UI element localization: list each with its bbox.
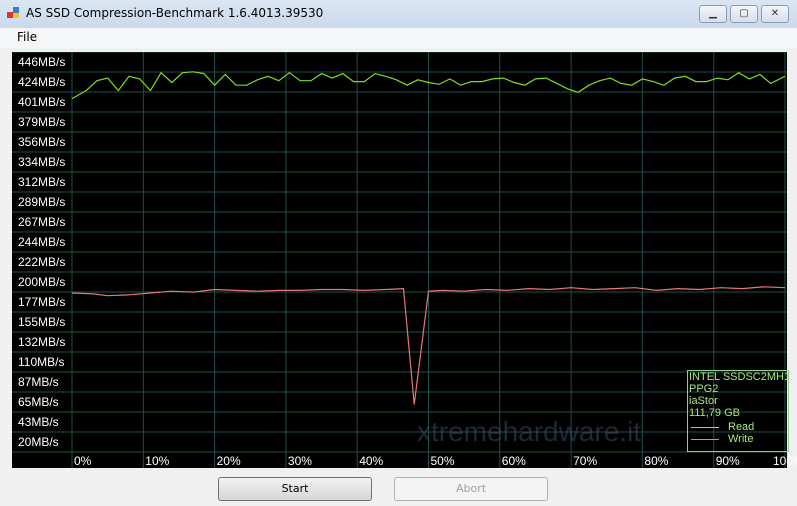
close-button[interactable]: ✕: [761, 5, 789, 23]
y-tick-label: 87MB/s: [18, 375, 59, 389]
y-tick-label: 110MB/s: [18, 355, 65, 369]
start-button[interactable]: Start: [218, 477, 372, 501]
y-tick-label: 244MB/s: [18, 235, 66, 249]
y-tick-label: 267MB/s: [18, 215, 66, 229]
title-bar: AS SSD Compression-Benchmark 1.6.4013.39…: [0, 0, 797, 29]
legend-write-label: Write: [728, 433, 754, 445]
y-tick-label: 200MB/s: [18, 275, 66, 289]
x-tick-label: 0%: [74, 454, 92, 468]
y-tick-label: 424MB/s: [18, 75, 66, 89]
legend-drive: INTEL SSDSC2MH1: [689, 371, 789, 383]
menu-bar: File: [0, 28, 797, 48]
x-tick-label: 60%: [501, 454, 526, 468]
chart-plot: [12, 52, 787, 468]
x-tick-label: 10%: [145, 454, 170, 468]
y-tick-label: 446MB/s: [18, 55, 66, 69]
y-tick-label: 177MB/s: [18, 295, 66, 309]
y-tick-label: 356MB/s: [18, 135, 66, 149]
y-tick-label: 20MB/s: [18, 435, 59, 449]
x-tick-label: 40%: [359, 454, 384, 468]
series-line-write: [71, 286, 786, 405]
y-tick-label: 65MB/s: [18, 395, 59, 409]
x-tick-label: 30%: [287, 454, 312, 468]
legend-size: 111,79 GB: [689, 407, 740, 419]
benchmark-chart: 446MB/s 424MB/s 401MB/s 379MB/s 356MB/s 334MB…: [12, 52, 797, 468]
x-tick-label: 80%: [644, 454, 669, 468]
y-tick-label: 401MB/s: [18, 95, 66, 109]
y-tick-label: 43MB/s: [18, 415, 59, 429]
x-tick-label: 50%: [430, 454, 455, 468]
x-tick-label: 90%: [715, 454, 740, 468]
window-title: AS SSD Compression-Benchmark 1.6.4013.39…: [26, 6, 324, 20]
app-icon: [7, 7, 20, 19]
y-tick-label: 312MB/s: [18, 175, 66, 189]
legend: INTEL SSDSC2MH1 PPG2 iaStor 111,79 GB Re…: [687, 370, 789, 452]
x-tick-label: 100%: [773, 454, 797, 468]
minimize-button[interactable]: ▁: [699, 5, 727, 23]
maximize-button[interactable]: ▢: [730, 5, 758, 23]
series-line-read: [71, 71, 786, 100]
legend-driver: iaStor: [689, 395, 718, 407]
abort-button[interactable]: Abort: [394, 477, 548, 501]
x-tick-label: 20%: [216, 454, 241, 468]
menu-file[interactable]: File: [17, 30, 38, 44]
y-tick-label: 132MB/s: [18, 335, 66, 349]
y-tick-label: 379MB/s: [18, 115, 66, 129]
y-tick-label: 222MB/s: [18, 255, 66, 269]
legend-read-swatch: [691, 427, 719, 428]
legend-write-swatch: [691, 439, 719, 440]
watermark: xtremehardware.it: [417, 416, 642, 447]
legend-firmware: PPG2: [689, 383, 719, 395]
legend-read-label: Read: [728, 421, 755, 433]
y-tick-label: 289MB/s: [18, 195, 66, 209]
y-tick-label: 155MB/s: [18, 315, 66, 329]
x-tick-label: 70%: [573, 454, 598, 468]
y-tick-label: 334MB/s: [18, 155, 66, 169]
